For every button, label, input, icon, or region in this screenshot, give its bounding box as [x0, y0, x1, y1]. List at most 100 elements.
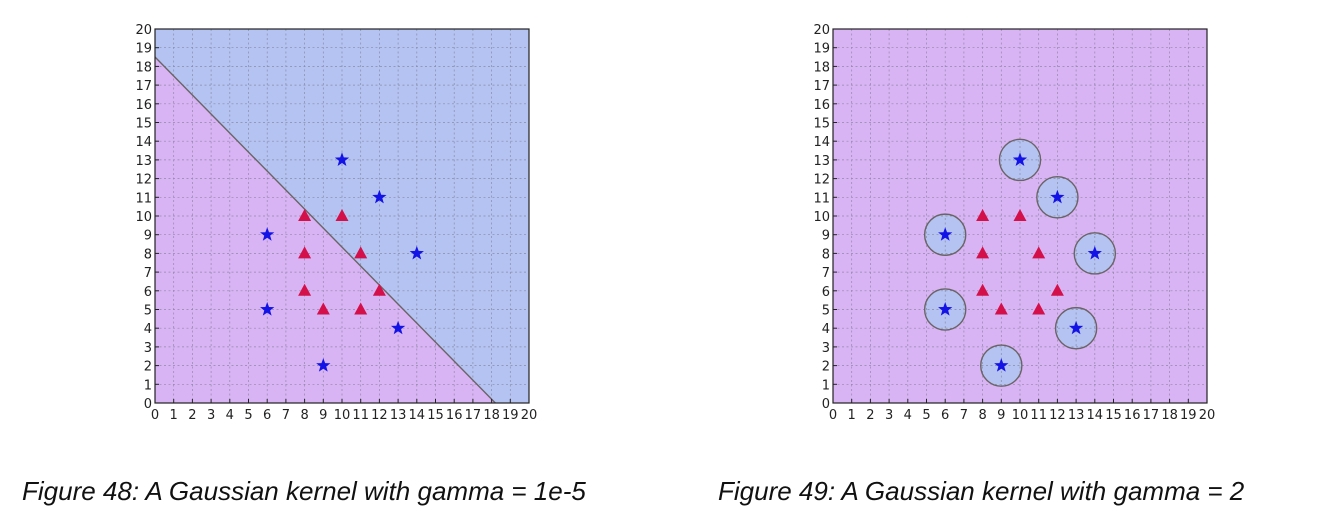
y-tick-label: 6 — [144, 285, 152, 300]
y-tick-label: 20 — [135, 23, 152, 38]
x-tick-label: 5 — [244, 408, 252, 423]
x-tick-label: 2 — [866, 408, 874, 423]
y-tick-label: 7 — [822, 266, 830, 281]
chart-gamma-2: 0 1 2 3 4 5 6 7 8 9 10 11 12 13 14 15 16 17 18 19 2001234567… — [813, 23, 1216, 423]
y-tick-label: 19 — [813, 42, 830, 57]
y-tick-label: 11 — [135, 191, 152, 206]
x-tick-label: 14 — [1087, 408, 1104, 423]
x-tick-label: 19 — [1180, 408, 1197, 423]
y-tick-label: 11 — [813, 191, 830, 206]
data-point-star — [334, 152, 350, 166]
data-point-triangle — [335, 209, 349, 221]
data-point-triangle — [1032, 302, 1046, 315]
data-point-triangle — [1050, 283, 1064, 296]
y-tick-label: 1 — [144, 378, 152, 393]
x-tick-label: 3 — [885, 408, 893, 423]
y-tick-label: 14 — [813, 135, 830, 150]
decision-boundary-circle — [980, 344, 1023, 387]
y-tick-label: 10 — [135, 210, 152, 225]
y-tick-label: 5 — [822, 304, 830, 319]
data-point-triangle — [354, 246, 368, 259]
y-tick-label: 17 — [135, 79, 152, 94]
x-tick-label: 8 — [300, 408, 308, 423]
x-tick-label: 10 — [1012, 408, 1029, 423]
x-tick-label: 16 — [1124, 408, 1141, 423]
x-tick-label: 18 — [1161, 408, 1178, 423]
data-point-triangle — [316, 302, 330, 315]
x-tick-label: 0 — [151, 408, 159, 423]
data-point-triangle — [298, 283, 312, 296]
y-tick-label: 14 — [135, 135, 152, 150]
x-tick-label: 16 — [446, 408, 463, 423]
y-tick-label: 16 — [135, 98, 152, 113]
y-tick-label: 12 — [813, 173, 830, 188]
x-tick-label: 15 — [1105, 408, 1122, 423]
figure-49-caption: Figure 49: A Gaussian kernel with gamma … — [718, 476, 1245, 506]
y-tick-label: 8 — [144, 247, 152, 262]
data-point-triangle — [354, 302, 368, 315]
x-tick-label: 12 — [1049, 408, 1066, 423]
x-tick-label: 11 — [1030, 408, 1047, 423]
data-point-star — [409, 245, 424, 260]
figure-48-caption: Figure 48: A Gaussian kernel with gamma … — [22, 476, 586, 506]
decision-boundary-circle — [923, 213, 967, 256]
data-point-star — [260, 302, 275, 316]
x-tick-label: 1 — [170, 408, 178, 423]
y-tick-label: 1 — [822, 378, 830, 393]
x-tick-label: 9 — [319, 408, 327, 423]
y-tick-label: 17 — [813, 79, 830, 94]
data-point-star — [938, 302, 953, 316]
data-point-star — [316, 358, 331, 372]
y-tick-label: 6 — [822, 285, 830, 300]
y-tick-label: 15 — [813, 117, 830, 132]
y-tick-label: 18 — [135, 60, 152, 75]
chart-gamma-1e-5: 0 1 2 3 4 5 6 7 8 9 10 11 12 13 14 15 16 17 18 19 2001234567… — [135, 23, 538, 423]
data-point-star — [938, 227, 953, 241]
x-tick-label: 1 — [848, 408, 856, 423]
data-point-triangle — [994, 302, 1008, 315]
x-tick-label: 20 — [1199, 408, 1216, 423]
y-tick-label: 9 — [144, 229, 152, 244]
decision-boundary-circle — [923, 288, 967, 331]
data-point-triangle — [976, 246, 990, 259]
data-point-star — [1012, 152, 1028, 166]
decision-boundary-circle — [998, 138, 1042, 182]
y-tick-label: 4 — [822, 322, 830, 337]
x-tick-label: 7 — [960, 408, 968, 423]
x-tick-label: 7 — [282, 408, 290, 423]
decision-boundary-circle — [1036, 176, 1079, 219]
x-tick-label: 2 — [188, 408, 196, 423]
x-tick-label: 14 — [409, 408, 426, 423]
x-tick-label: 13 — [1068, 408, 1085, 423]
y-tick-label: 0 — [822, 397, 830, 412]
x-tick-label: 17 — [465, 408, 482, 423]
x-tick-label: 11 — [352, 408, 369, 423]
data-point-triangle — [976, 209, 990, 221]
y-tick-label: 3 — [144, 341, 152, 356]
x-tick-label: 13 — [390, 408, 407, 423]
x-tick-label: 12 — [371, 408, 388, 423]
y-tick-label: 3 — [822, 341, 830, 356]
decision-boundary — [155, 56, 496, 403]
x-tick-label: 10 — [334, 408, 351, 423]
data-point-triangle — [298, 246, 312, 259]
data-point-star — [1068, 320, 1084, 335]
x-tick-label: 0 — [829, 408, 837, 423]
x-tick-label: 6 — [263, 408, 271, 423]
x-tick-label: 4 — [226, 408, 234, 423]
x-tick-label: 5 — [922, 408, 930, 423]
data-point-star — [390, 320, 406, 335]
y-tick-label: 18 — [813, 60, 830, 75]
y-tick-label: 13 — [813, 154, 830, 169]
y-tick-label: 16 — [813, 98, 830, 113]
x-tick-label: 6 — [941, 408, 949, 423]
y-tick-label: 15 — [135, 117, 152, 132]
y-tick-label: 2 — [144, 360, 152, 375]
data-point-star — [372, 189, 387, 204]
data-point-star — [1050, 189, 1065, 204]
data-point-triangle — [1013, 209, 1027, 221]
data-point-star — [1087, 245, 1102, 260]
y-tick-label: 12 — [135, 173, 152, 188]
chart-panel-gamma-2: 0 1 2 3 4 5 6 7 8 9 10 11 12 13 14 15 16 17 18 19 20 0 1 2 3 4 5 6 7… — [666, 0, 1332, 520]
x-tick-label: 20 — [521, 408, 538, 423]
